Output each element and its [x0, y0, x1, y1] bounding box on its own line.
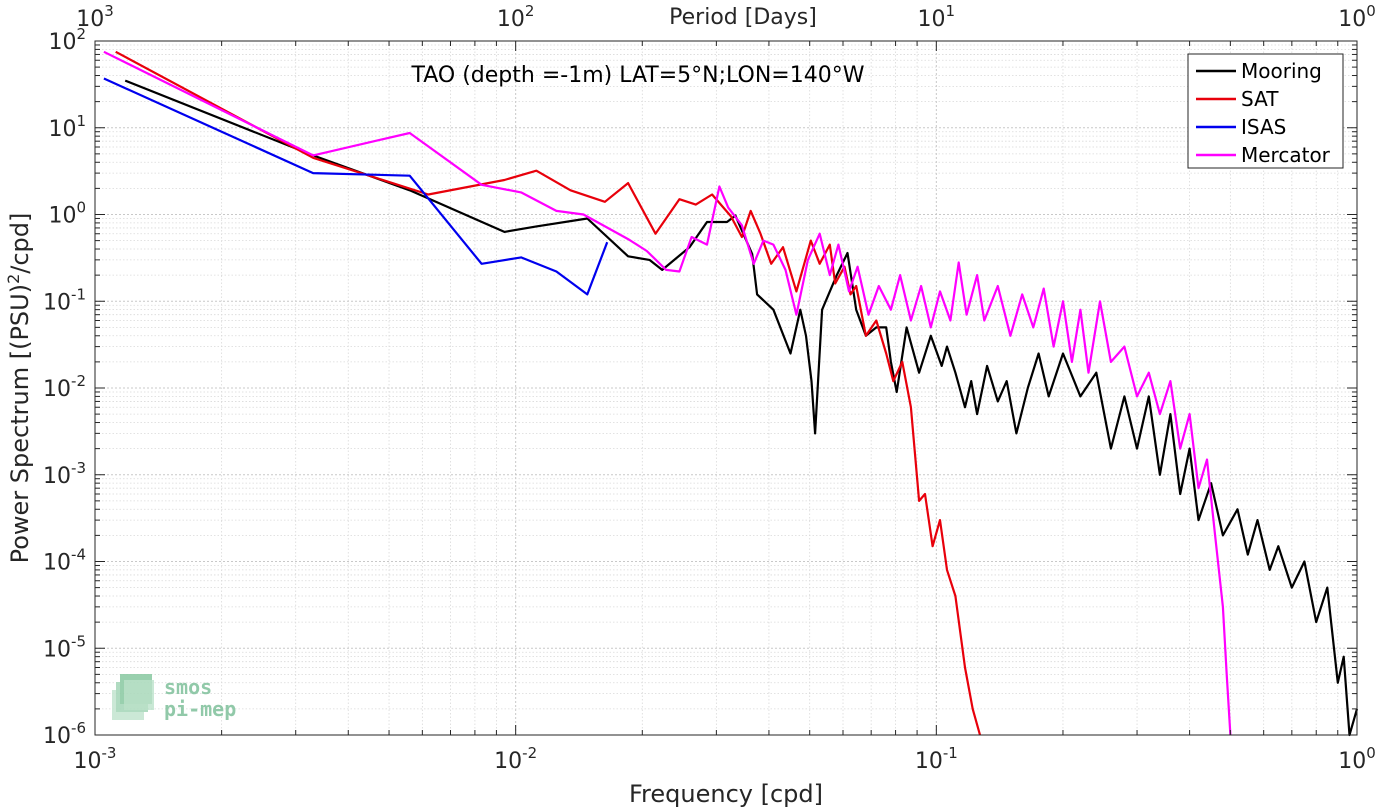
y-tick-label: 10-2 — [43, 372, 86, 402]
legend-label-isas: ISAS — [1241, 115, 1286, 139]
y-tick-label: 10-1 — [43, 285, 86, 315]
y-tick-label: 100 — [48, 199, 86, 229]
legend-box — [1187, 53, 1344, 169]
smos-pi-mep-logo: smos pi-mep — [112, 674, 236, 721]
legend-label-mercator: Mercator — [1241, 143, 1331, 167]
y-tick-label: 10-3 — [43, 459, 86, 489]
logo-text-smos: smos — [164, 675, 212, 699]
series-lines — [103, 50, 1359, 737]
chart-title: TAO (depth =-1m) LAT=5°N;LON=140°W — [411, 63, 865, 88]
logo-text-pimep: pi-mep — [164, 697, 236, 721]
series-line-mercator — [103, 50, 1232, 736]
series-line-sat — [115, 50, 982, 736]
top-tick-label: 101 — [918, 2, 956, 32]
y-axis-label: Power Spectrum [(PSU)2/cpd] — [4, 213, 35, 564]
y-tick-label: 102 — [48, 25, 86, 55]
legend-label-mooring: Mooring — [1241, 59, 1322, 83]
y-tick-label: 10-6 — [43, 719, 86, 749]
x-axis-label: Frequency [cpd] — [629, 780, 823, 808]
top-axis-label: Period [Days] — [669, 5, 817, 30]
top-tick-label: 102 — [497, 2, 535, 32]
top-tick-label: 103 — [76, 2, 114, 32]
x-tick-label: 100 — [1338, 744, 1376, 774]
y-tick-label: 101 — [48, 112, 86, 142]
top-tick-label: 100 — [1338, 2, 1376, 32]
legend-label-sat: SAT — [1241, 87, 1279, 111]
y-tick-label: 10-4 — [43, 546, 86, 576]
series-line-isas — [103, 77, 609, 296]
legend: Mooring SAT ISAS Mercator — [1187, 53, 1344, 169]
x-tick-label: 10-3 — [74, 744, 117, 774]
x-tick-label: 10-1 — [915, 744, 958, 774]
tick-marks — [94, 40, 1358, 736]
y-tick-label: 10-5 — [43, 632, 86, 662]
x-tick-label: 10-2 — [494, 744, 537, 774]
